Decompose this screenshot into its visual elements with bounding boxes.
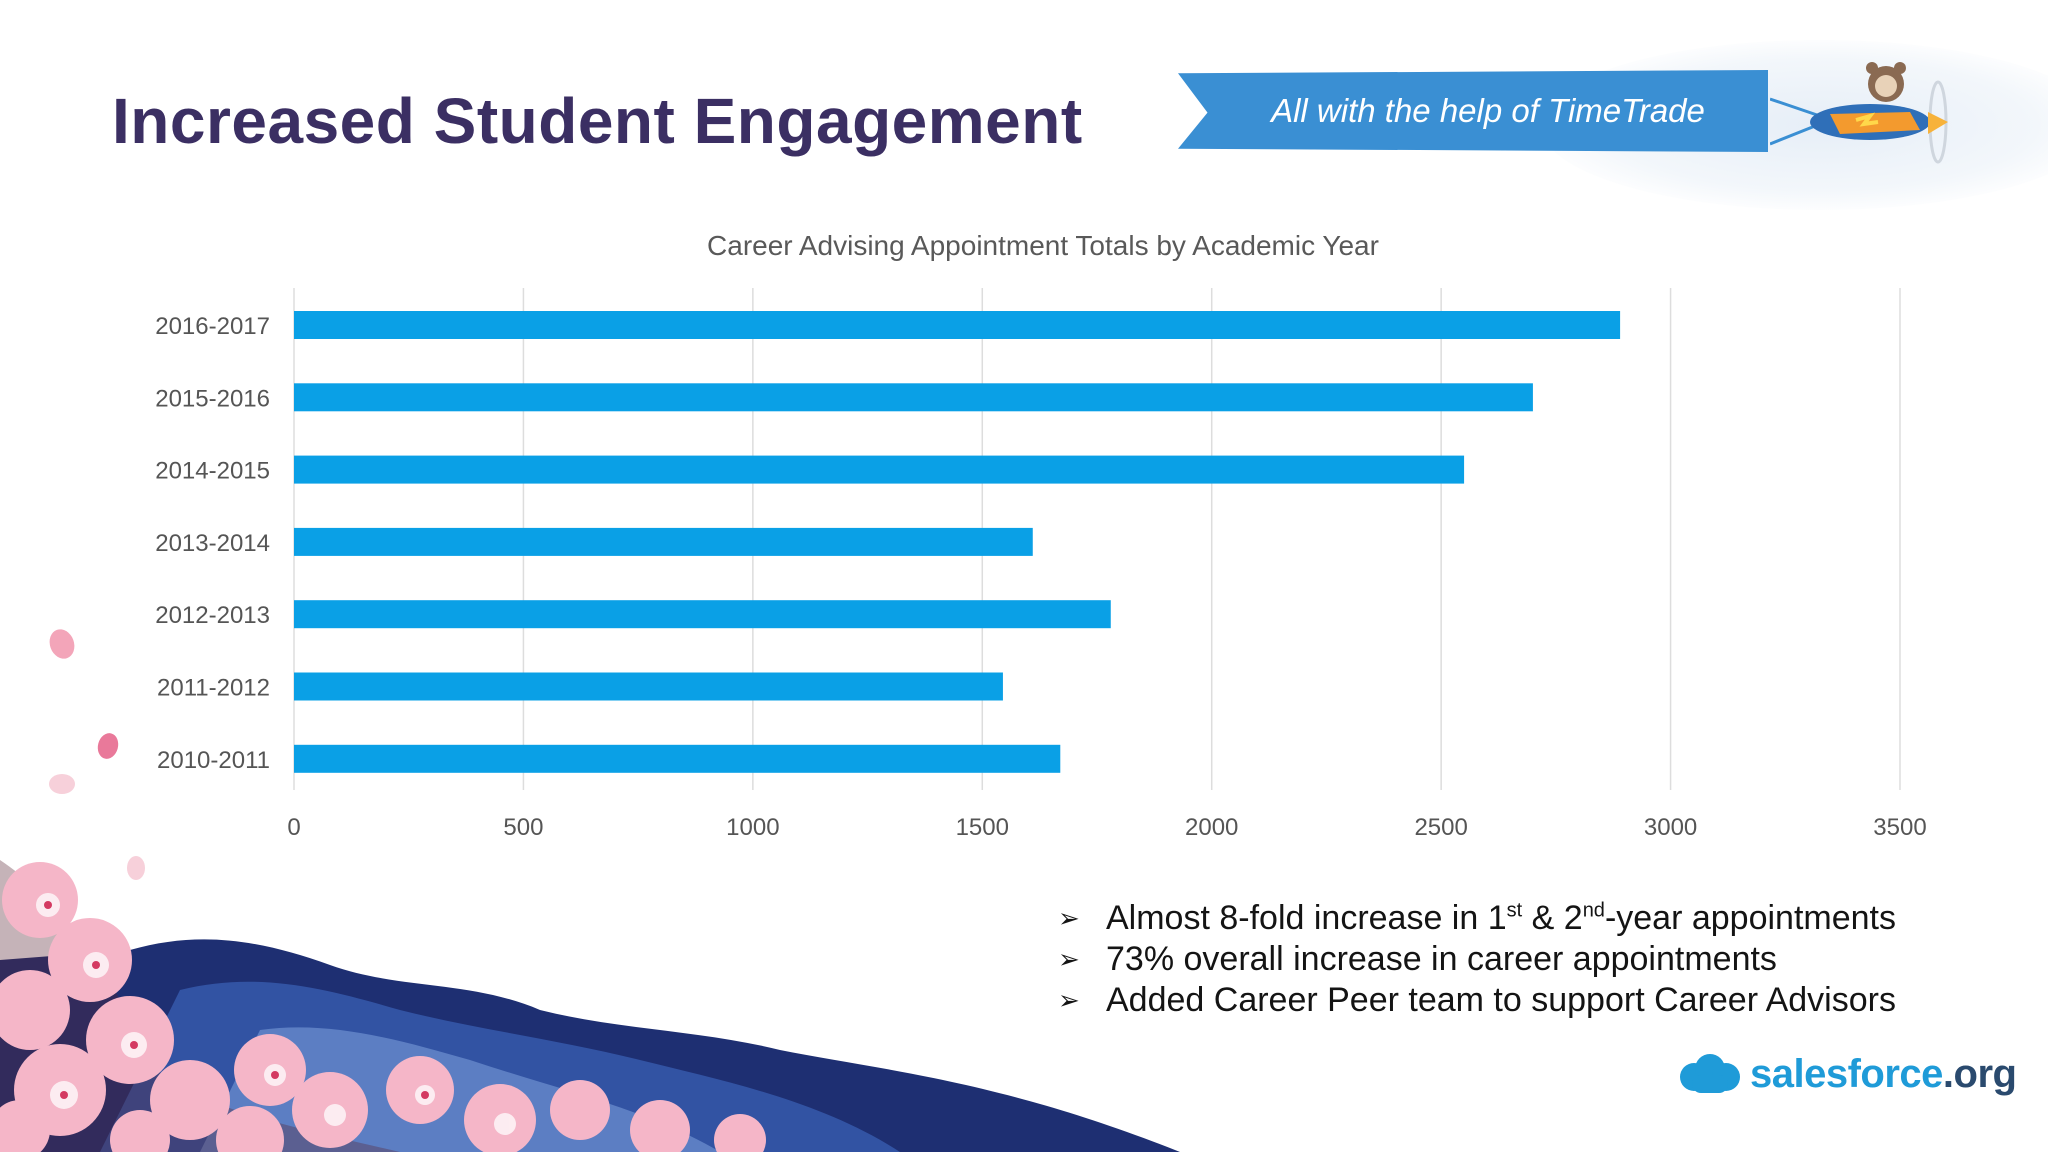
x-tick-label: 500 (503, 814, 543, 841)
arrow-bullet-icon: ➢ (1058, 985, 1080, 1015)
airplane-mascot-icon (1770, 62, 1948, 164)
y-category-label: 2016-2017 (155, 313, 270, 340)
x-tick-label: 2500 (1414, 814, 1467, 841)
arrow-bullet-icon: ➢ (1058, 944, 1080, 974)
x-tick-label: 2000 (1185, 814, 1238, 841)
y-category-label: 2015-2016 (155, 385, 270, 412)
bar (294, 527, 1033, 556)
bullet-text: Added Career Peer team to support Career… (1106, 981, 1896, 1019)
bar (294, 672, 1003, 701)
bar (294, 311, 1621, 339)
bar (294, 600, 1111, 629)
bullet-list: ➢ Almost 8-fold increase in 1st & 2nd-ye… (1058, 898, 1896, 1021)
bullet-item: ➢ Added Career Peer team to support Care… (1058, 980, 1896, 1021)
bullet-text: 73% overall increase in career appointme… (1106, 940, 1777, 978)
salesforce-logo: salesforce.org (1678, 1052, 2017, 1097)
slide-title: Increased Student Engagement (112, 85, 1083, 157)
y-category-label: 2012-2013 (155, 602, 270, 629)
bar (294, 383, 1533, 412)
logo-text: salesforce.org (1750, 1052, 2017, 1096)
bullet-item: ➢ 73% overall increase in career appoint… (1058, 939, 1896, 980)
banner: All with the help of TimeTrade (1178, 70, 1768, 152)
y-category-label: 2013-2014 (155, 530, 270, 557)
x-tick-label: 0 (287, 814, 300, 841)
bullet-text: Almost 8-fold increase in 1st & 2nd-year… (1106, 899, 1896, 937)
cloud-logo-icon (1680, 1053, 1740, 1093)
y-category-label: 2011-2012 (157, 675, 270, 702)
y-category-label: 2014-2015 (155, 458, 270, 485)
bar (294, 744, 1061, 773)
bar (294, 455, 1465, 484)
x-tick-label: 1500 (956, 814, 1009, 841)
y-category-label: 2010-2011 (157, 747, 270, 774)
arrow-bullet-icon: ➢ (1058, 903, 1080, 933)
banner-text: All with the help of TimeTrade (1271, 92, 1705, 129)
x-tick-label: 3000 (1644, 814, 1697, 841)
bullet-item: ➢ Almost 8-fold increase in 1st & 2nd-ye… (1058, 898, 1896, 939)
bar-chart: Career Advising Appointment Totals by Ac… (155, 230, 1926, 841)
chart-title: Career Advising Appointment Totals by Ac… (707, 230, 1379, 261)
x-tick-label: 1000 (726, 814, 779, 841)
x-tick-label: 3500 (1873, 814, 1926, 841)
